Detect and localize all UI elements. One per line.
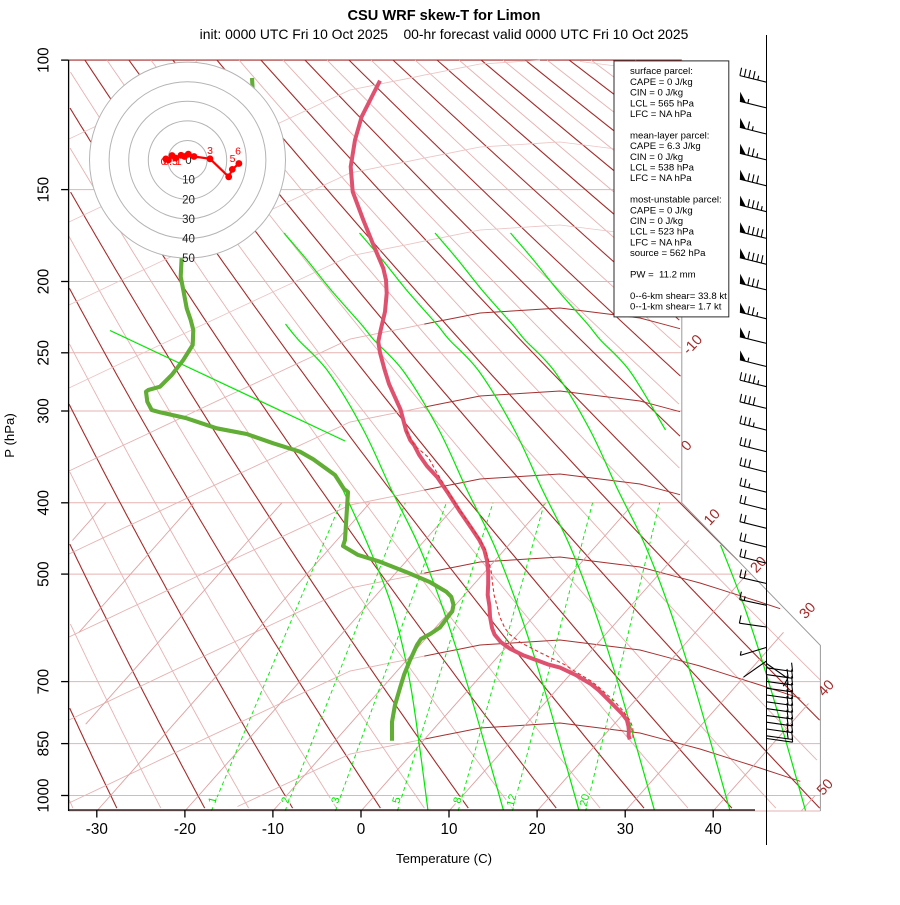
svg-text:8: 8 xyxy=(452,796,465,805)
svg-text:PW = 11.2 mm: PW = 11.2 mm xyxy=(630,270,696,281)
svg-text:20: 20 xyxy=(182,194,195,206)
svg-text:LFC = NA hPa: LFC = NA hPa xyxy=(630,237,692,248)
svg-text:5: 5 xyxy=(230,153,236,165)
svg-text:20: 20 xyxy=(529,821,546,838)
svg-text:2: 2 xyxy=(280,796,293,805)
svg-text:40: 40 xyxy=(182,234,195,246)
svg-text:-20: -20 xyxy=(174,821,196,838)
svg-text:200: 200 xyxy=(36,269,53,295)
svg-text:30: 30 xyxy=(182,214,195,226)
svg-text:init: 0000 UTC Fri 10 Oct 2025: init: 0000 UTC Fri 10 Oct 2025 00-hr for… xyxy=(200,26,689,42)
svg-text:10: 10 xyxy=(182,175,195,187)
svg-text:1: 1 xyxy=(207,796,220,805)
svg-text:LCL = 565 hPa: LCL = 565 hPa xyxy=(630,98,695,109)
svg-text:surface parcel:: surface parcel: xyxy=(630,66,693,77)
svg-text:0--1-km shear= 1.7 kt: 0--1-km shear= 1.7 kt xyxy=(630,302,722,313)
svg-text:700: 700 xyxy=(36,669,53,695)
svg-text:-30: -30 xyxy=(86,821,108,838)
svg-text:500: 500 xyxy=(36,561,53,587)
svg-text:3: 3 xyxy=(207,145,213,157)
svg-text:CAPE = 0 J/kg: CAPE = 0 J/kg xyxy=(630,77,693,88)
svg-text:LCL = 538 hPa: LCL = 538 hPa xyxy=(630,163,695,174)
svg-text:1000: 1000 xyxy=(36,778,53,812)
svg-text:mean-layer parcel:: mean-layer parcel: xyxy=(630,130,709,141)
svg-text:LFC = NA hPa: LFC = NA hPa xyxy=(630,173,692,184)
svg-text:5: 5 xyxy=(391,796,404,805)
svg-text:150: 150 xyxy=(36,177,53,203)
svg-text:10: 10 xyxy=(440,821,457,838)
svg-text:400: 400 xyxy=(36,490,53,516)
svg-text:LFC = NA hPa: LFC = NA hPa xyxy=(630,109,692,120)
svg-text:250: 250 xyxy=(36,340,53,366)
svg-text:0: 0 xyxy=(161,156,167,168)
svg-text:P (hPa): P (hPa) xyxy=(2,413,17,457)
svg-text:850: 850 xyxy=(36,731,53,757)
svg-text:0--6-km shear= 33.8 kt: 0--6-km shear= 33.8 kt xyxy=(630,291,727,302)
svg-text:LCL = 523 hPa: LCL = 523 hPa xyxy=(630,227,695,238)
svg-text:30: 30 xyxy=(617,821,634,838)
svg-text:50: 50 xyxy=(182,253,195,265)
svg-text:CAPE = 0 J/kg: CAPE = 0 J/kg xyxy=(630,205,693,216)
svg-text:20: 20 xyxy=(578,793,593,808)
svg-text:1: 1 xyxy=(176,156,182,168)
svg-text:300: 300 xyxy=(36,398,53,424)
svg-text:most-unstable parcel:: most-unstable parcel: xyxy=(630,195,722,206)
svg-text:12: 12 xyxy=(505,793,520,808)
svg-text:source = 562 hPa: source = 562 hPa xyxy=(630,248,706,259)
svg-text:CIN = 0 J/kg: CIN = 0 J/kg xyxy=(630,152,683,163)
svg-text:6: 6 xyxy=(235,146,241,158)
svg-text:CSU WRF skew-T for Limon: CSU WRF skew-T for Limon xyxy=(348,8,541,24)
svg-text:CAPE = 6.3 J/kg: CAPE = 6.3 J/kg xyxy=(630,141,701,152)
svg-text:40: 40 xyxy=(705,821,722,838)
svg-text:0.5: 0.5 xyxy=(163,156,178,168)
svg-text:CIN = 0 J/kg: CIN = 0 J/kg xyxy=(630,88,683,99)
svg-text:0: 0 xyxy=(357,821,366,838)
svg-text:-10: -10 xyxy=(262,821,284,838)
svg-text:Temperature (C): Temperature (C) xyxy=(396,851,492,866)
svg-text:CIN = 0 J/kg: CIN = 0 J/kg xyxy=(630,216,683,227)
svg-text:100: 100 xyxy=(36,47,53,73)
svg-text:0: 0 xyxy=(185,155,191,167)
svg-text:3: 3 xyxy=(330,796,343,805)
